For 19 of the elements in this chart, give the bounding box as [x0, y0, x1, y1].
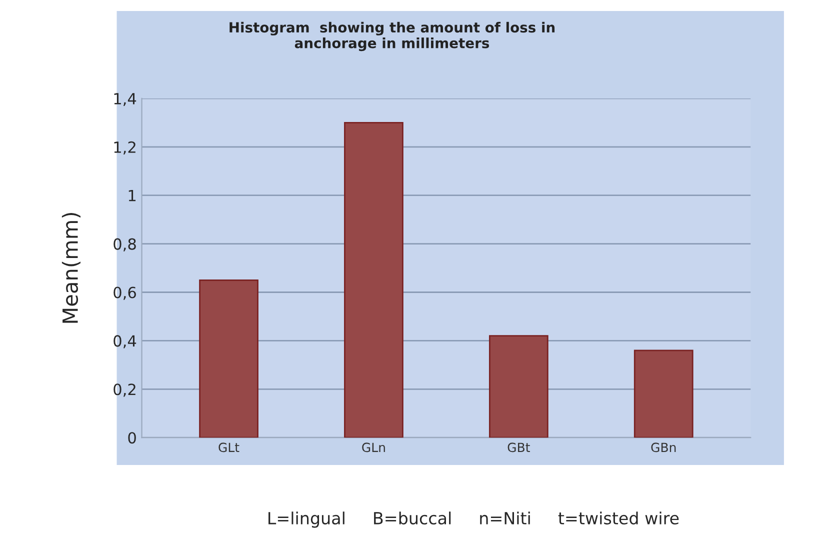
x-tick-label: GLt: [218, 442, 240, 452]
bar: [199, 279, 258, 438]
text: L=lingual B=buccal n=Niti t=twisted wire: [268, 512, 679, 528]
y-tick-label: 1: [128, 190, 136, 202]
y-tick-label: 1,2: [114, 141, 136, 154]
x-tick-label: GBt: [508, 442, 530, 452]
y-tick-label: 0,8: [114, 238, 136, 252]
x-tick-label: GBn: [651, 442, 676, 452]
y-tick-label: 0,6: [114, 286, 136, 300]
y-tick-label: 0,4: [114, 335, 136, 348]
y-tick-label: 0,2: [114, 384, 136, 397]
bar: [488, 335, 548, 438]
y-tick-label: 1,4: [114, 93, 136, 106]
x-tick-label: GLn: [362, 442, 385, 452]
bar: [344, 122, 404, 438]
y-axis-title: Mean(mm): [62, 213, 80, 323]
chart-title: Histogram showing the amount of loss in anchorage in millimeters: [230, 22, 555, 52]
y-tick-label: 0: [128, 432, 136, 444]
bar: [634, 350, 694, 438]
